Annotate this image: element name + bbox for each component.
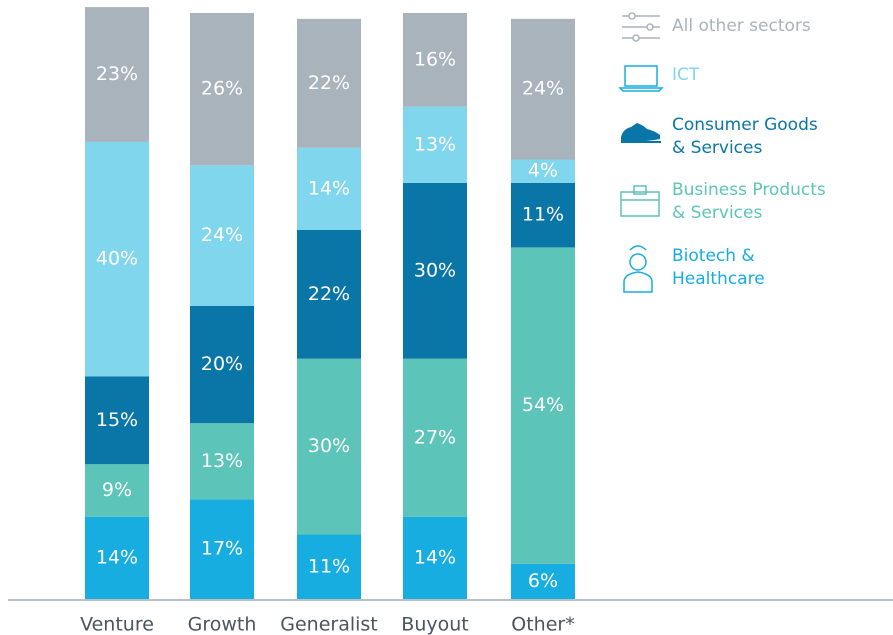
value-label: 6% — [528, 570, 558, 592]
x-tick-label: Venture — [80, 614, 154, 635]
value-label: 23% — [96, 63, 138, 85]
bar-segment — [403, 516, 467, 599]
bar-segment — [190, 423, 254, 500]
value-label: 11% — [522, 204, 564, 226]
bar-segment — [511, 159, 575, 183]
bar-segment — [190, 13, 254, 166]
value-label: 22% — [308, 72, 350, 94]
icon-doctor — [623, 245, 653, 293]
value-label: 16% — [414, 48, 456, 70]
value-label: 4% — [528, 160, 558, 182]
value-label: 14% — [308, 177, 350, 199]
bar-segment — [297, 358, 361, 535]
bar-segment — [85, 141, 149, 377]
value-label: 13% — [201, 450, 243, 472]
value-label: 14% — [414, 546, 456, 568]
value-label: 13% — [414, 133, 456, 155]
value-label: 24% — [201, 224, 243, 246]
icon-sliders — [622, 12, 660, 42]
bar-segment — [403, 13, 467, 107]
value-label: 14% — [96, 546, 138, 568]
value-label: 30% — [308, 435, 350, 457]
bar-segment — [85, 376, 149, 465]
bar-segment — [403, 182, 467, 359]
x-tick-label: Generalist — [280, 614, 378, 635]
bar-segment — [511, 247, 575, 564]
bar-segment — [190, 165, 254, 306]
bar-segment — [511, 563, 575, 599]
legend-entry: Business Products & Services — [672, 180, 826, 223]
bar-segment — [403, 106, 467, 183]
value-label: 20% — [201, 353, 243, 375]
value-label: 54% — [522, 394, 564, 416]
x-tick-label: Buyout — [401, 614, 468, 635]
value-label: 27% — [414, 426, 456, 448]
value-label: 24% — [522, 78, 564, 100]
bar-segment — [297, 147, 361, 230]
legend-entry: Consumer Goods & Services — [672, 115, 818, 158]
bar-segment — [297, 18, 361, 148]
legend-entry: Biotech & Healthcare — [672, 246, 765, 289]
value-label: 9% — [102, 479, 132, 501]
bar-segment — [85, 464, 149, 517]
bar-segment — [190, 306, 254, 424]
bar-segment — [511, 182, 575, 248]
value-label: 30% — [414, 259, 456, 281]
x-tick-label: Growth — [188, 614, 257, 635]
value-label: 15% — [96, 409, 138, 431]
value-label: 11% — [308, 555, 350, 577]
icon-shoe — [621, 123, 661, 143]
value-label: 17% — [201, 538, 243, 560]
bar-segment — [297, 534, 361, 599]
legend-entry: All other sectors — [672, 16, 811, 36]
x-tick-label: Other* — [511, 614, 574, 635]
bar-segment — [403, 358, 467, 517]
value-label: 26% — [201, 78, 243, 100]
bar-segment — [85, 516, 149, 599]
icon-briefcase — [620, 185, 660, 217]
bar-segment — [511, 18, 575, 160]
legend-entry: ICT — [672, 65, 700, 85]
bar-segment — [190, 499, 254, 599]
value-label: 22% — [308, 283, 350, 305]
icon-laptop — [618, 65, 664, 92]
value-label: 40% — [96, 248, 138, 270]
bar-segment — [297, 229, 361, 359]
bar-segment — [85, 7, 149, 142]
